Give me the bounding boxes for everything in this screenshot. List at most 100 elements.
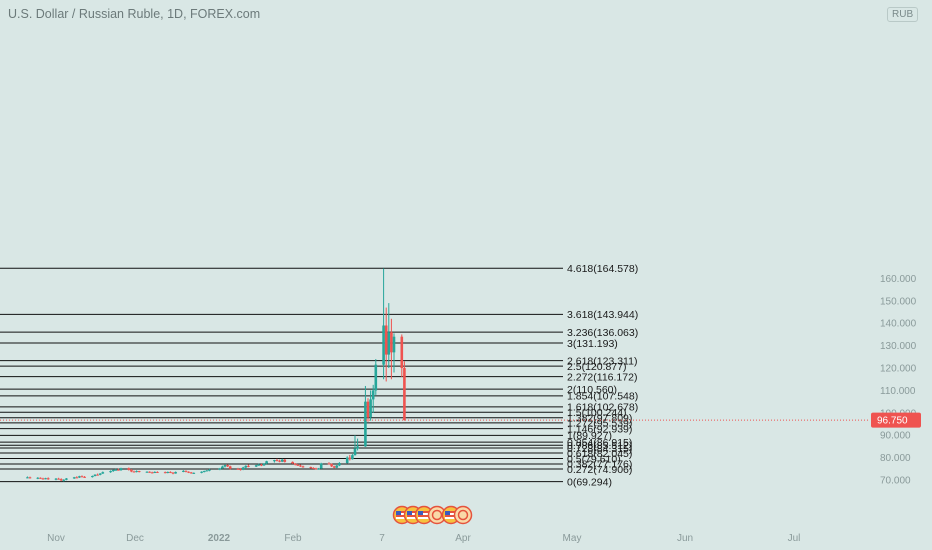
candle (148, 471, 151, 473)
candle-body (184, 470, 188, 472)
candle-body (348, 457, 352, 460)
candle (273, 459, 276, 463)
candle (369, 390, 372, 421)
candle (301, 465, 305, 468)
candle (117, 468, 120, 471)
last-price-label: 96.750 (877, 416, 908, 427)
candle (93, 474, 97, 477)
candle-body (283, 459, 287, 462)
candle-body (382, 325, 385, 365)
candle-body (98, 473, 102, 475)
fib-level-label: 2.618(123.311) (567, 355, 637, 367)
fib-level-label: 1.272(95.539) (567, 418, 632, 430)
candle-body (403, 368, 406, 421)
candle (351, 454, 354, 460)
candle-body (327, 463, 331, 465)
fib-level-label: 1(89.927) (567, 430, 612, 442)
candle-body (75, 477, 79, 479)
candle (236, 467, 240, 470)
candle (356, 438, 359, 451)
candle-body (353, 448, 357, 456)
candle-body (135, 471, 138, 473)
candle (119, 467, 123, 471)
candle-body (28, 477, 32, 479)
candle-body (351, 455, 354, 460)
candle (28, 476, 32, 479)
fib-level-label: 0.272(74.906) (567, 464, 632, 476)
candle (57, 477, 60, 480)
candle (223, 464, 227, 468)
time-axis-label: 7 (379, 533, 385, 544)
candle-body (278, 460, 281, 462)
candle (390, 318, 393, 380)
candle-body (114, 469, 118, 471)
fib-level-label: 0.854(86.915) (567, 437, 632, 449)
candle (65, 478, 68, 481)
candle (153, 471, 157, 474)
fib-level-label: 3.236(136.063) (567, 327, 638, 339)
candle (91, 475, 94, 478)
candle-body (150, 472, 154, 474)
candle-body (223, 465, 227, 467)
fib-level-label: 2.5(120.877) (567, 361, 627, 373)
candle-body (338, 462, 341, 466)
candle (62, 479, 66, 482)
candle-body (356, 446, 359, 449)
candle (335, 465, 339, 469)
candle-body (119, 468, 123, 471)
candle-body (41, 478, 45, 480)
candle-body (148, 471, 151, 473)
time-axis[interactable]: Nov Dec 2022 Feb 7 Apr May Jun Jul (47, 533, 800, 544)
candle-body (130, 469, 133, 472)
candle-body (384, 325, 388, 355)
candle-body (208, 469, 211, 471)
candle (366, 398, 370, 422)
candle (111, 469, 115, 472)
fibonacci-extension[interactable]: 4.618(164.578) 3.618(143.944) 3.236(136.06… (0, 263, 638, 488)
candle-body (364, 401, 367, 447)
candle-body (293, 463, 297, 465)
price-axis[interactable]: 70.00080.00090.000100.000110.000120.0001… (880, 274, 917, 487)
candle-body (312, 467, 315, 469)
candle-body (247, 465, 250, 467)
candle (345, 456, 349, 464)
candle-body (309, 467, 313, 469)
candle (127, 467, 131, 471)
candle-body (65, 478, 68, 480)
candle-body (182, 470, 185, 472)
candle-body (387, 332, 391, 355)
candle-body (96, 474, 99, 476)
candle (72, 476, 76, 479)
candle (80, 475, 84, 478)
last-price-tag: 96.750 (0, 412, 921, 428)
candle (78, 475, 81, 479)
fib-level-label: 1.854(107.548) (567, 391, 638, 403)
candle (275, 458, 279, 462)
fib-level-label: 4.618(164.578) (567, 263, 638, 275)
time-axis-label: Feb (284, 533, 302, 544)
time-axis-label: May (563, 533, 582, 544)
candle-body (166, 471, 170, 473)
candle (132, 470, 136, 473)
candle-body (319, 463, 323, 469)
candle-body (153, 471, 157, 473)
candle (226, 464, 229, 468)
candle-body (192, 472, 196, 474)
fib-level-label: 0.728(84.315) (567, 443, 632, 455)
currency-badge[interactable]: RUB (887, 7, 919, 22)
candle-body (78, 476, 81, 478)
candle-body (221, 466, 224, 469)
fib-level-label: 0.786(85.512) (567, 440, 632, 452)
candle (174, 471, 177, 474)
candle-body (273, 460, 276, 462)
time-axis-label: Apr (455, 533, 471, 544)
fib-level-label: 3(131.193) (567, 338, 618, 350)
event-flag-icon[interactable] (414, 505, 434, 525)
economic-events[interactable] (392, 505, 473, 525)
candle (46, 477, 50, 480)
event-flag-icon[interactable] (453, 505, 473, 525)
candle (200, 471, 203, 474)
fib-level-label: 0.5(79.610) (567, 453, 621, 465)
